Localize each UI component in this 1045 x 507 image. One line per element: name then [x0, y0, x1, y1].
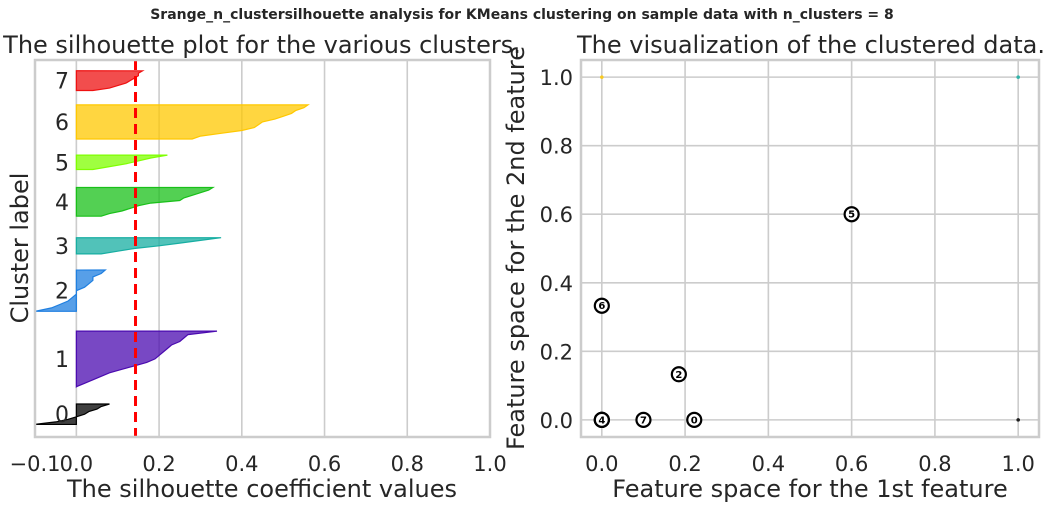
silhouette-cluster-label: 0	[55, 403, 69, 428]
cluster-center-marker	[593, 411, 610, 428]
silhouette-cluster-label: 1	[55, 348, 69, 373]
cluster-center-2: 2	[670, 366, 687, 383]
silhouette-band-cluster-0	[34, 403, 110, 426]
cluster-center-marker	[670, 366, 687, 383]
scatter-y-axis-label: Feature space for the 2nd feature	[502, 46, 530, 450]
silhouette-cluster-label: 7	[55, 70, 69, 95]
silhouette-x-tick-label: 0.8	[391, 452, 424, 476]
silhouette-x-tick-label: 0.0	[60, 452, 93, 476]
silhouette-x-ticks: −0.1 0.0 0.2 0.4 0.6 0.8 1.0	[10, 452, 507, 476]
silhouette-x-tick-label: 0.2	[142, 452, 175, 476]
scatter-x-tick-label: 0.8	[918, 452, 951, 476]
silhouette-cluster-label: 2	[55, 280, 69, 305]
cluster-center-label: 4	[598, 415, 605, 426]
silhouette-bands	[34, 70, 310, 426]
silhouette-x-tick-label: −0.1	[10, 452, 61, 476]
scatter-y-tick-label: 0.8	[540, 135, 573, 159]
silhouette-band-cluster-1	[75, 330, 218, 389]
scatter-gridlines	[581, 60, 1039, 437]
silhouette-band-cluster-5	[75, 154, 168, 171]
scatter-chart-title: The visualization of the clustered data.	[576, 31, 1045, 59]
silhouette-band-cluster-3	[75, 237, 222, 255]
scatter-y-tick-label: 0.0	[540, 409, 573, 433]
silhouette-chart: The silhouette plot for the various clus…	[2, 31, 521, 503]
cluster-center-label: 7	[640, 415, 647, 426]
scatter-point	[600, 75, 604, 79]
silhouette-cluster-labels: 0 1 2 3 4 5 6 7	[55, 70, 69, 429]
scatter-x-tick-label: 0.2	[668, 452, 701, 476]
scatter-y-tick-label: 0.2	[540, 340, 573, 364]
silhouette-cluster-label: 6	[55, 111, 69, 136]
silhouette-plot-frame	[33, 58, 492, 439]
scatter-point	[1016, 418, 1020, 422]
silhouette-cluster-label: 3	[55, 235, 69, 260]
cluster-center-0: 0	[686, 411, 703, 428]
scatter-x-tick-label: 1.0	[1001, 452, 1034, 476]
scatter-x-tick-label: 0.4	[752, 452, 785, 476]
cluster-center-marker	[686, 411, 703, 428]
scatter-x-tick-label: 0.6	[835, 452, 868, 476]
scatter-points	[600, 75, 1020, 422]
silhouette-y-axis-label: Cluster label	[6, 173, 34, 324]
scatter-y-tick-label: 0.6	[540, 203, 573, 227]
figure-suptitle: Srange_n_clustersilhouette analysis for …	[150, 7, 894, 23]
cluster-center-label: 6	[598, 301, 605, 312]
scatter-x-tick-label: 0.0	[585, 452, 618, 476]
silhouette-band-cluster-7	[75, 70, 145, 92]
scatter-point	[1016, 75, 1020, 79]
silhouette-band-cluster-6	[75, 104, 310, 140]
silhouette-x-tick-label: 1.0	[473, 452, 506, 476]
cluster-center-7: 7	[635, 411, 652, 428]
cluster-center-4: 4	[593, 411, 610, 428]
cluster-center-label: 5	[848, 210, 855, 221]
scatter-y-tick-label: 1.0	[540, 66, 573, 90]
silhouette-x-axis-label: The silhouette coefficient values	[66, 475, 457, 503]
scatter-x-axis-label: Feature space for the 1st feature	[612, 475, 1007, 503]
silhouette-band-cluster-2	[34, 269, 107, 312]
silhouette-cluster-label: 5	[55, 151, 69, 176]
silhouette-chart-title: The silhouette plot for the various clus…	[2, 31, 521, 59]
scatter-x-ticks: 0.0 0.2 0.4 0.6 0.8 1.0	[585, 452, 1035, 476]
scatter-y-ticks: 0.0 0.2 0.4 0.6 0.8 1.0	[540, 66, 573, 433]
silhouette-band-cluster-4	[75, 186, 216, 217]
cluster-center-label: 2	[675, 370, 682, 381]
cluster-scatter-chart: The visualization of the clustered data.…	[502, 31, 1045, 503]
silhouette-x-tick-label: 0.6	[308, 452, 341, 476]
scatter-plot-frame	[579, 58, 1041, 439]
cluster-center-marker	[635, 411, 652, 428]
silhouette-cluster-label: 4	[55, 191, 69, 216]
cluster-center-marker	[843, 206, 860, 223]
cluster-center-6: 6	[593, 297, 610, 314]
cluster-center-5: 5	[843, 206, 860, 223]
cluster-center-marker	[593, 297, 610, 314]
scatter-y-tick-label: 0.4	[540, 272, 573, 296]
silhouette-x-tick-label: 0.4	[225, 452, 258, 476]
cluster-center-label: 0	[691, 415, 698, 426]
